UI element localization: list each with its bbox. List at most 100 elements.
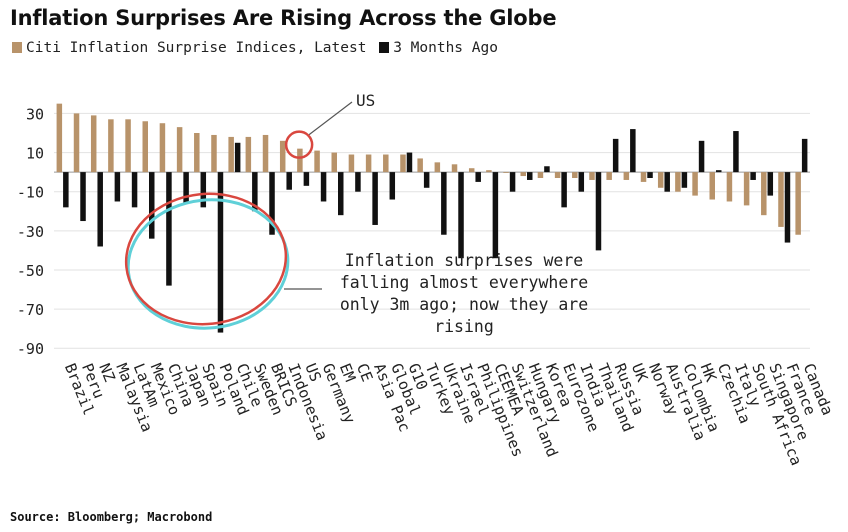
bar-3m-ago — [114, 172, 121, 202]
highlight-ellipse-red — [124, 192, 288, 326]
note-line: rising — [434, 317, 494, 336]
bar-latest — [245, 136, 252, 173]
bar-3m-ago — [647, 172, 653, 178]
bar-3m-ago — [389, 172, 396, 200]
bar-3m-ago — [252, 172, 258, 212]
bar-3m-ago — [578, 172, 585, 192]
bar-latest — [640, 172, 647, 182]
y-tick-label: 30 — [26, 105, 44, 123]
bar-3m-ago — [750, 172, 756, 180]
bar-3m-ago — [303, 172, 310, 186]
bar-3m-ago — [80, 172, 86, 222]
bar-3m-ago — [149, 172, 155, 239]
bar-3m-ago — [423, 172, 430, 188]
bar-latest — [279, 140, 286, 173]
bar-latest — [554, 172, 561, 178]
bar-latest — [331, 152, 337, 173]
bar-3m-ago — [234, 142, 241, 173]
bar-latest — [743, 172, 750, 206]
bar-latest — [228, 136, 234, 173]
bar-3m-ago — [217, 172, 224, 333]
bar-latest — [486, 170, 492, 173]
bar-latest — [262, 134, 269, 173]
bar-latest — [365, 154, 372, 173]
x-tick-label: US — [301, 361, 324, 384]
bar-3m-ago — [767, 172, 774, 196]
bar-3m-ago — [338, 172, 344, 216]
y-tick-label: -10 — [17, 184, 44, 202]
note-line: only 3m ago; now they are — [340, 295, 588, 314]
bar-latest — [400, 154, 406, 173]
bar-latest — [795, 172, 801, 235]
us-annotation-label: US — [356, 91, 375, 110]
bar-3m-ago — [166, 172, 172, 286]
legend-label-latest: Citi Inflation Surprise Indices, Latest — [26, 40, 367, 56]
bar-latest — [417, 158, 423, 173]
bar-latest — [125, 119, 131, 173]
bar-3m-ago — [97, 172, 103, 247]
bar-3m-ago — [183, 172, 189, 204]
bar-latest — [90, 115, 97, 173]
x-tick-label: NZ — [95, 361, 118, 384]
bar-latest — [383, 154, 389, 173]
x-tick-label: CE — [353, 361, 376, 384]
bar-latest — [468, 168, 475, 173]
bar-latest — [520, 172, 526, 177]
y-tick-label: -30 — [17, 223, 44, 241]
bar-3m-ago — [63, 172, 69, 208]
bar-3m-ago — [131, 172, 138, 208]
bar-3m-ago — [664, 172, 670, 192]
bar-3m-ago — [320, 172, 327, 202]
source-note: Source: Bloomberg; Macrobond — [10, 510, 213, 524]
bar-3m-ago — [441, 172, 447, 235]
bar-3m-ago — [200, 172, 207, 208]
bar-3m-ago — [561, 172, 567, 208]
bar-latest — [572, 172, 578, 178]
bar-latest — [657, 172, 664, 188]
us-highlight-circle — [284, 130, 314, 159]
note-line: Inflation surprises were — [345, 251, 583, 270]
bar-3m-ago — [733, 131, 739, 173]
bar-3m-ago — [492, 172, 499, 259]
legend-item-3m-ago: 3 Months Ago — [379, 40, 498, 56]
bar-latest — [348, 154, 355, 173]
y-tick-label: -90 — [17, 340, 44, 358]
bar-3m-ago — [698, 140, 705, 173]
bar-3m-ago — [595, 172, 602, 251]
bar-latest — [211, 134, 217, 173]
x-tick-label: UK — [628, 361, 651, 384]
legend-swatch-latest — [12, 42, 22, 53]
legend-item-latest: Citi Inflation Surprise Indices, Latest — [12, 40, 366, 56]
bar-latest — [176, 127, 183, 173]
bar-3m-ago — [681, 172, 688, 188]
legend-label-3m-ago: 3 Months Ago — [393, 40, 498, 56]
bar-3m-ago — [269, 172, 275, 235]
bar-latest — [778, 172, 784, 227]
bar-3m-ago — [475, 172, 481, 182]
bar-latest — [726, 172, 733, 202]
bar-latest — [297, 148, 303, 173]
bar-latest — [623, 172, 630, 180]
bar-latest — [589, 172, 595, 180]
bar-3m-ago — [630, 129, 636, 173]
bar-latest — [56, 103, 63, 173]
bar-3m-ago — [612, 138, 619, 173]
bar-latest — [142, 121, 148, 173]
bar-3m-ago — [372, 172, 378, 225]
y-tick-label: -70 — [17, 301, 44, 319]
bar-3m-ago — [801, 138, 808, 173]
bar-3m-ago — [355, 172, 361, 192]
bar-latest — [159, 123, 166, 173]
bar-3m-ago — [716, 170, 722, 173]
bar-latest — [108, 119, 114, 173]
bar-3m-ago — [784, 172, 791, 243]
bar-3m-ago — [527, 172, 533, 180]
bar-latest — [73, 113, 80, 173]
note-line: falling almost everywhere — [340, 273, 588, 292]
y-tick-label: 10 — [26, 145, 44, 163]
bar-latest — [606, 172, 612, 180]
bar-latest — [692, 172, 698, 196]
bar-latest — [194, 133, 200, 173]
chart-title: Inflation Surprises Are Rising Across th… — [10, 6, 557, 30]
